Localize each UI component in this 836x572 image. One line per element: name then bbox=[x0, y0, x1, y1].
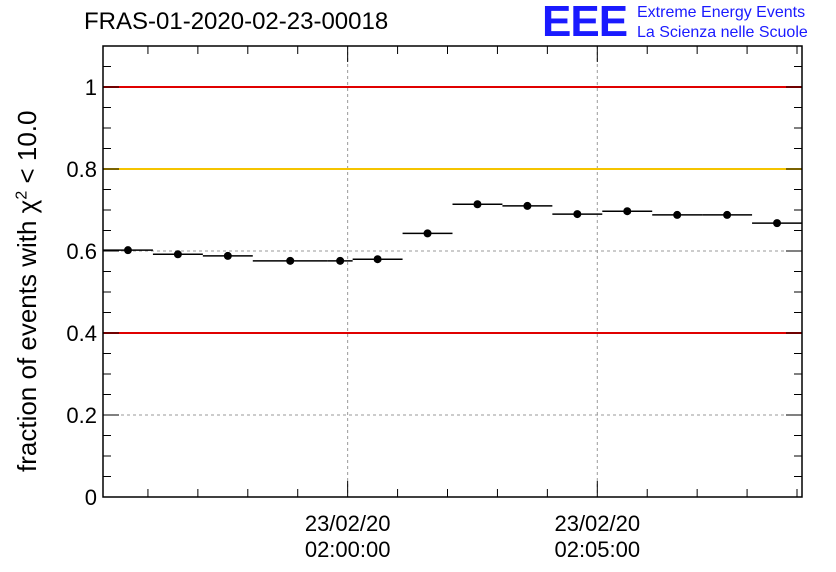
data-point bbox=[723, 210, 732, 219]
x-tick-label-time: 02:05:00 bbox=[554, 537, 640, 562]
x-tick-label-date: 23/02/20 bbox=[554, 511, 640, 536]
plot-frame bbox=[102, 45, 803, 498]
data-point bbox=[336, 256, 345, 265]
eee-logo: EEE Extreme Energy Events La Scienza nel… bbox=[542, 0, 832, 46]
logo-line-2: La Scienza nelle Scuole bbox=[637, 24, 808, 41]
data-point bbox=[573, 210, 582, 219]
y-tick-label: 0.2 bbox=[66, 403, 97, 428]
data-point bbox=[623, 207, 632, 216]
data-point bbox=[223, 251, 232, 260]
y-tick-label: 1 bbox=[85, 75, 97, 100]
logo-mark: EEE bbox=[542, 0, 628, 46]
data-point bbox=[473, 200, 482, 209]
y-tick-label: 0.4 bbox=[66, 321, 97, 346]
data-point bbox=[773, 219, 782, 228]
data-point bbox=[523, 201, 532, 210]
data-point bbox=[423, 229, 432, 238]
y-tick-label: 0.8 bbox=[66, 157, 97, 182]
data-point bbox=[373, 255, 382, 264]
logo-line-1: Extreme Energy Events bbox=[637, 4, 806, 21]
chart-title: FRAS-01-2020-02-23-00018 bbox=[84, 8, 389, 35]
x-tick-label-time: 02:00:00 bbox=[305, 537, 391, 562]
data-point bbox=[673, 210, 682, 219]
y-tick-label: 0 bbox=[85, 485, 97, 510]
y-tick-label: 0.6 bbox=[66, 239, 97, 264]
data-point bbox=[286, 256, 295, 265]
x-tick-label-date: 23/02/20 bbox=[305, 511, 391, 536]
data-point bbox=[123, 246, 132, 255]
data-point bbox=[173, 250, 182, 259]
